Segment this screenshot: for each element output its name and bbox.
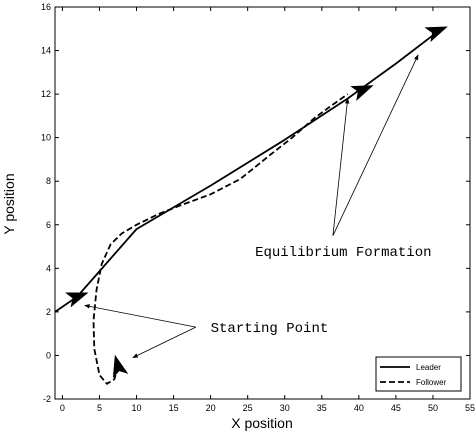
legend-box — [375, 356, 462, 392]
annotation-arrow — [84, 304, 196, 328]
y-tick-label: 12 — [41, 89, 51, 99]
plot-area — [54, 6, 471, 400]
annotations: Equilibrium Formation Starting Point — [84, 54, 432, 358]
x-tick-label: 55 — [465, 403, 475, 413]
x-tick-label: 35 — [317, 403, 327, 413]
y-tick-label: 8 — [46, 176, 51, 186]
follower-start-arrowhead — [112, 354, 129, 379]
annotation-text: Equilibrium Formation — [255, 245, 431, 261]
x-tick-label: 30 — [280, 403, 290, 413]
y-axis-label: Y position — [1, 173, 17, 234]
annotation-arrow — [132, 326, 196, 358]
x-tick-label: 10 — [132, 403, 142, 413]
series-follower-line — [92, 93, 349, 385]
mid-arrowhead — [350, 85, 374, 101]
legend: Leader Follower — [375, 356, 462, 392]
y-tick-label: 0 — [46, 350, 51, 360]
y-tick-label: -2 — [43, 394, 51, 404]
x-tick-label: 50 — [428, 403, 438, 413]
legend-follower-label: Follower — [416, 378, 447, 387]
x-tick-label: 25 — [243, 403, 253, 413]
series-layer — [54, 34, 434, 385]
y-tick-label: 6 — [46, 220, 51, 230]
annotation-arrow — [332, 54, 419, 236]
x-tick-label: 15 — [169, 403, 179, 413]
y-tick-label: 2 — [46, 307, 51, 317]
x-axis-label: X position — [231, 415, 292, 431]
arrowhead-markers — [65, 26, 448, 379]
y-tick-label: 10 — [41, 133, 51, 143]
y-tick-label: 14 — [41, 46, 51, 56]
x-tick-label: 45 — [391, 403, 401, 413]
x-tick-label: 0 — [60, 403, 65, 413]
annotation-text: Starting Point — [211, 321, 329, 337]
leader-start-arrowhead — [65, 292, 89, 308]
x-tick-label: 40 — [354, 403, 364, 413]
end-arrowhead — [424, 26, 448, 43]
x-tick-label: 5 — [97, 403, 102, 413]
y-tick-label: 16 — [41, 2, 51, 12]
y-tick-label: 4 — [46, 263, 51, 273]
annotation-arrow — [332, 97, 350, 236]
series-leader-line — [54, 34, 434, 313]
axis-ticks: 0 5 10 15 20 25 30 35 40 45 50 55 -2 0 2 4 6 8 10 12 14 16 — [41, 2, 475, 413]
legend-leader-label: Leader — [416, 363, 441, 372]
x-tick-label: 20 — [206, 403, 216, 413]
